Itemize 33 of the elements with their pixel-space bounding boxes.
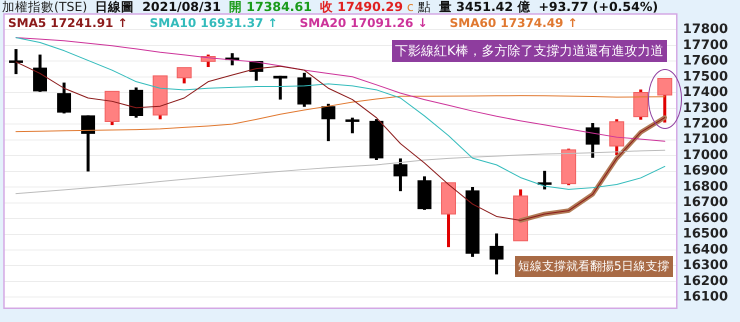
y-tick-label: 17600: [682, 54, 728, 69]
annotation: 日線圖: [95, 0, 134, 14]
annotation: 短線支撐就看翻揚5日線支撐: [515, 256, 673, 277]
y-tick-label: 16900: [682, 164, 728, 179]
y-tick-label: 16800: [682, 179, 728, 194]
text: SMA60 17374.49 ↑: [450, 16, 578, 30]
annotation: 收 17490.29: [320, 0, 403, 14]
annotation: c: [406, 0, 414, 14]
y-tick-label: 17800: [682, 22, 728, 38]
annotation: 2021/08/31: [142, 0, 221, 14]
annotation: +93.77 (+0.54%): [538, 0, 658, 14]
text: SMA20 17091.26 ↓: [300, 16, 428, 30]
y-tick-label: 16400: [682, 242, 728, 258]
y-tick-label: 16700: [682, 195, 728, 210]
y-tick-label: 17100: [682, 132, 728, 148]
y-tick-label: 17400: [682, 85, 728, 100]
y-tick-label: 16200: [682, 274, 728, 289]
y-tick-label: 17000: [682, 148, 728, 163]
annotation: 開 17384.61: [228, 0, 312, 14]
annotation: 量 3451.42 億: [438, 0, 530, 14]
y-tick-label: 17300: [682, 100, 728, 116]
y-tick-label: 17200: [682, 116, 728, 132]
annotation: 點: [418, 0, 431, 14]
text: SMA10 16931.37 ↑: [150, 16, 278, 30]
annotation: 下影線紅K棒，多方除了支撐力道還有進攻力道: [392, 40, 667, 62]
y-tick-label: 16300: [682, 258, 728, 274]
y-tick-label: 16100: [682, 290, 728, 305]
text: SMA5 17241.91 ↑: [8, 16, 128, 30]
chart-title: 加權指數(TSE): [2, 0, 88, 14]
y-tick-label: 16500: [682, 226, 728, 242]
y-tick-label: 17700: [682, 38, 728, 53]
y-tick-label: 17500: [682, 69, 728, 84]
y-tick-label: 16600: [682, 210, 728, 226]
